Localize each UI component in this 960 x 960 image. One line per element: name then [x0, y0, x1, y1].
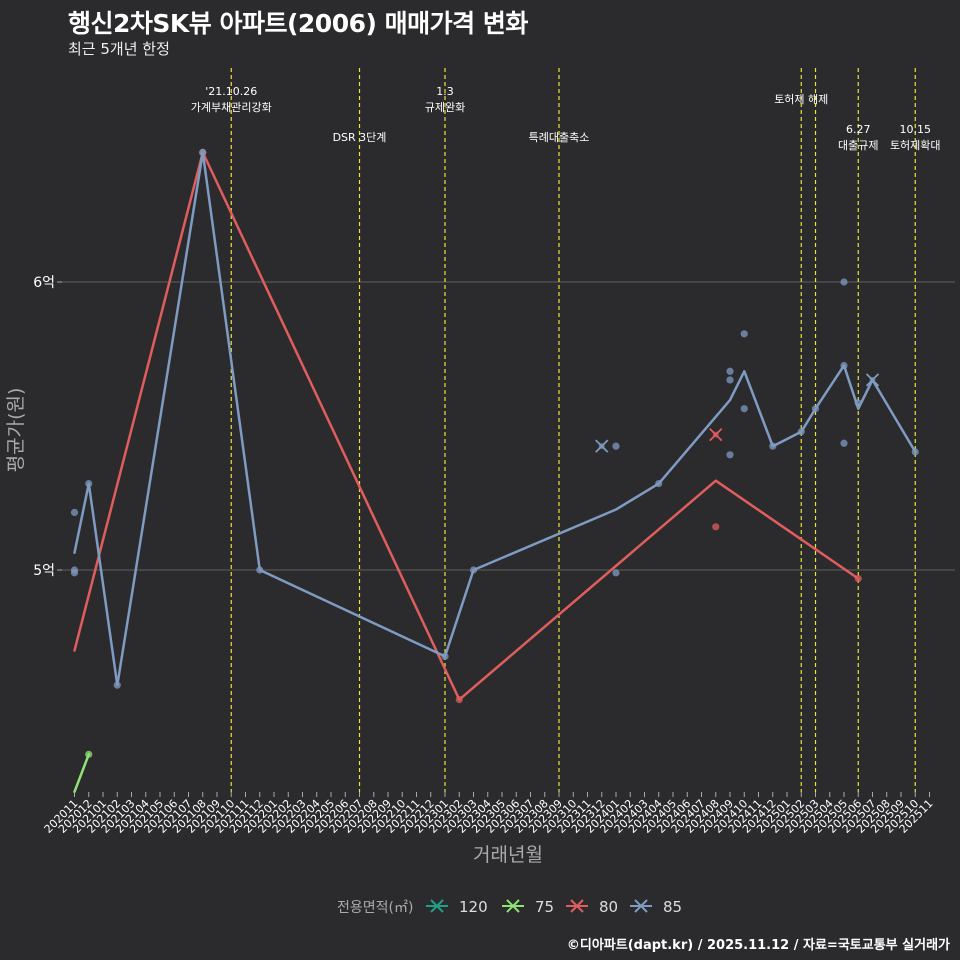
data-point-80 [854, 575, 862, 583]
series-layer [70, 148, 919, 794]
series-line-75 [73, 753, 91, 794]
legend-label: 75 [535, 898, 554, 916]
data-point-85 [726, 376, 734, 384]
data-point-85 [726, 451, 734, 459]
legend-label: 85 [663, 898, 682, 916]
data-point-85 [811, 405, 820, 413]
cross-mark-80 [709, 428, 723, 442]
data-point-85 [70, 508, 79, 516]
data-point-85 [840, 439, 848, 447]
series-line-85 [73, 151, 917, 687]
legend-label: 80 [599, 898, 618, 916]
event-label: 가계부채관리강화 [191, 101, 272, 114]
event-label: 토허제확대 [890, 139, 941, 152]
legend-item-120: 120 [426, 898, 488, 916]
legend-item-85: 85 [630, 898, 682, 916]
data-point-85 [740, 405, 748, 413]
chart-title: 행신2차SK뷰 아파트(2006) 매매가격 변화 [68, 9, 528, 38]
data-point-85 [70, 569, 79, 577]
data-point-85 [740, 330, 748, 338]
data-point-85 [854, 399, 862, 407]
event-label: 10.15 [900, 123, 932, 136]
y-axis-title: 평균가(원) [5, 388, 27, 473]
series-line-80 [73, 151, 860, 701]
cross-center [712, 431, 719, 438]
legend-label: 120 [459, 898, 488, 916]
x-axis: 2020112020122021012021022021032021042021… [42, 792, 936, 836]
data-point-85 [256, 566, 264, 574]
event-label: 6.27 [846, 123, 871, 136]
y-tick-label: 5억 [33, 563, 55, 579]
legend-title: 전용면적(㎡) [337, 900, 413, 916]
data-point-85 [726, 367, 734, 375]
data-point-85 [441, 652, 449, 661]
legend: 전용면적(㎡) 120 75 80 85 [337, 898, 682, 916]
y-tick-label: 6억 [33, 275, 55, 291]
cross-mark-85 [595, 439, 609, 453]
grid-lines [62, 281, 955, 571]
data-point-85 [113, 681, 121, 689]
data-point-85 [840, 278, 848, 286]
data-point-85 [199, 148, 207, 156]
cross-mark-85 [865, 373, 880, 387]
legend-key-cross [506, 899, 520, 913]
legend-key-cross [634, 899, 648, 913]
source-caption: ©디아파트(dapt.kr) / 2025.11.12 / 자료=국토교통부 실… [566, 938, 950, 953]
data-point-85 [840, 361, 848, 370]
x-axis-title: 거래년월 [473, 844, 543, 866]
event-label: 특례대출축소 [529, 131, 590, 144]
data-point-80 [455, 696, 463, 704]
cross-center [598, 443, 605, 450]
legend-item-80: 80 [566, 898, 618, 916]
data-point-85 [612, 442, 620, 450]
data-point-75 [85, 750, 93, 758]
data-point-80 [712, 523, 720, 531]
legend-item-75: 75 [502, 898, 554, 916]
event-label: 규제완화 [425, 101, 465, 114]
legend-key-cross [570, 899, 584, 913]
data-point-85 [85, 480, 93, 488]
data-point-85 [469, 566, 478, 574]
data-point-85 [797, 428, 805, 436]
data-point-85 [655, 480, 663, 488]
cross-center [869, 376, 876, 383]
chart-subtitle: 최근 5개년 한정 [68, 40, 170, 58]
event-label: 토허제 해제 [774, 92, 828, 106]
legend-key-cross [430, 899, 444, 913]
data-point-85 [612, 569, 620, 577]
y-axis: 5억 6억 [33, 275, 62, 579]
data-point-85 [769, 442, 777, 450]
event-label: 1.3 [436, 85, 454, 98]
event-label: 대출규제 [838, 139, 878, 152]
data-point-85 [911, 448, 919, 456]
event-label: '21.10.26 [205, 85, 257, 98]
event-label: DSR 3단계 [333, 131, 387, 144]
